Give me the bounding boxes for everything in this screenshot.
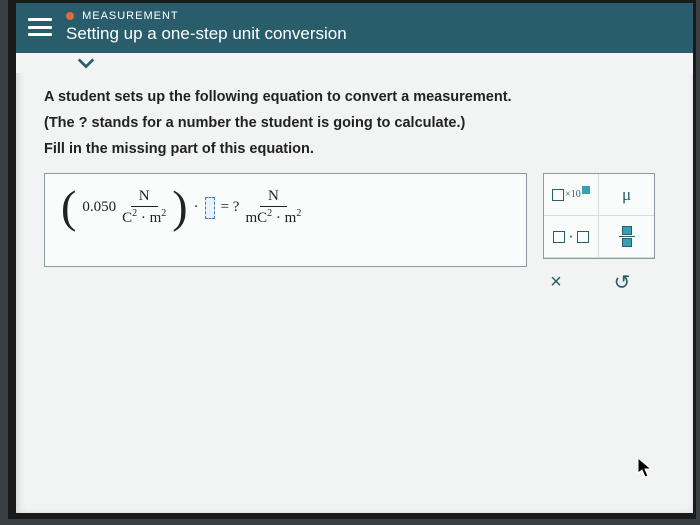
right-numerator: N [260,188,287,207]
tool-fraction[interactable] [599,216,654,258]
action-row: × ↺ [543,259,665,295]
clear-button[interactable]: × [543,269,569,295]
work-row: ( 0.050 N C2 · m2 ) · = ? [44,173,665,295]
menu-icon[interactable] [28,18,52,36]
tool-panel: ×10 μ · [543,173,655,259]
left-paren: ( [61,189,76,226]
left-numerator: N [131,188,158,207]
breadcrumb-label: MEASUREMENT [82,10,179,22]
page-title: Setting up a one-step unit conversion [66,23,347,45]
left-fraction: N C2 · m2 [122,188,166,227]
right-paren: ) [172,189,187,226]
left-denominator: C2 · m2 [122,207,166,227]
right-denominator: mC2 · m2 [245,207,301,227]
answer-input[interactable] [205,197,215,219]
tool-scientific[interactable]: ×10 [544,174,599,216]
breadcrumb: MEASUREMENT [66,9,347,23]
problem-line-1: A student sets up the following equation… [44,89,665,105]
right-fraction: N mC2 · m2 [245,188,301,227]
equation-box: ( 0.050 N C2 · m2 ) · = ? [44,173,527,267]
header-text: MEASUREMENT Setting up a one-step unit c… [66,9,347,45]
breadcrumb-dot-icon [66,12,74,20]
coefficient: 0.050 [82,199,116,216]
tool-mu[interactable]: μ [599,174,654,216]
problem-line-3: Fill in the missing part of this equatio… [44,141,665,157]
expand-row [16,53,693,73]
equals-q: = ? [221,199,240,216]
tool-column: ×10 μ · [543,173,665,295]
app-screen: MEASUREMENT Setting up a one-step unit c… [8,0,696,519]
problem-content: A student sets up the following equation… [16,73,693,315]
header-bar: MEASUREMENT Setting up a one-step unit c… [16,3,693,53]
problem-line-2: (The ? stands for a number the student i… [44,115,665,131]
dot-operator: · [194,199,199,216]
tool-multiply-box[interactable]: · [544,216,599,258]
equation: ( 0.050 N C2 · m2 ) · = ? [61,188,510,227]
mouse-cursor-icon [637,457,653,479]
chevron-down-icon[interactable] [72,53,100,73]
undo-button[interactable]: ↺ [609,269,635,295]
